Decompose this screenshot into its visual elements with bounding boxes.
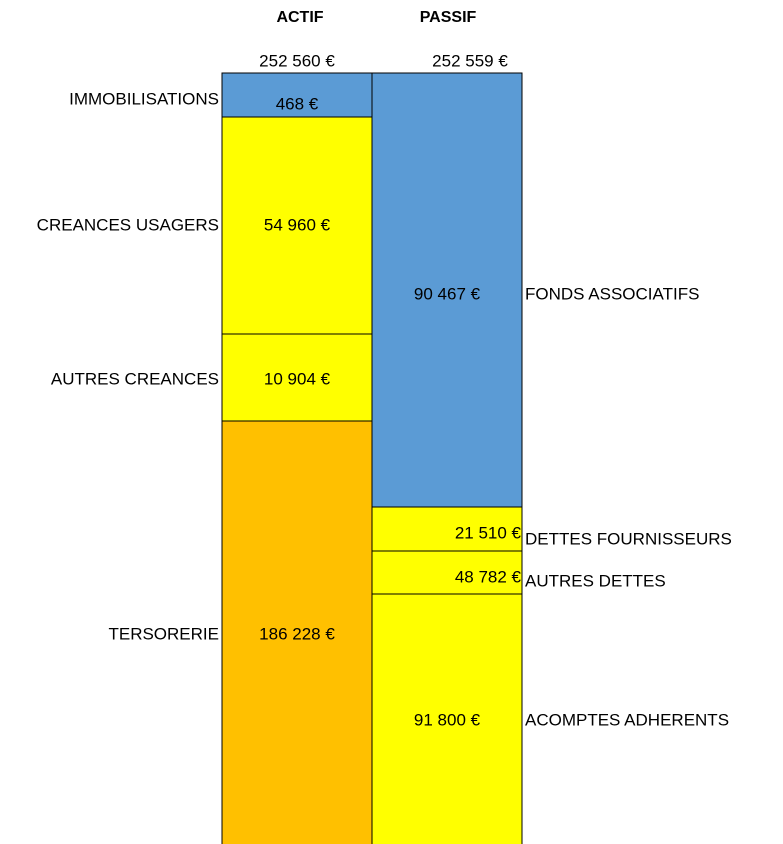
label: IMMOBILISATIONS [69, 89, 219, 108]
value: 21 510 € [455, 523, 522, 542]
box-tresorerie [221, 420, 373, 844]
box-immobilisations [221, 72, 373, 118]
box-dettes-fournisseurs [371, 506, 523, 552]
value: 54 960 € [264, 215, 331, 234]
box-fonds-associatifs [371, 72, 523, 508]
header-actif: ACTIF [276, 9, 323, 26]
label: FONDS ASSOCIATIFS [525, 284, 699, 303]
label: AUTRES CREANCES [51, 369, 219, 388]
total-passif: 252 559 € [432, 51, 508, 70]
value: 91 800 € [414, 710, 481, 729]
label: TERSORERIE [108, 624, 219, 643]
box-autres-dettes [371, 550, 523, 595]
value: 10 904 € [264, 369, 331, 388]
value: 186 228 € [259, 624, 335, 643]
box-autres-creances [221, 333, 373, 422]
label: AUTRES DETTES [525, 571, 666, 590]
box-acomptes-adherents [371, 593, 523, 844]
label: DETTES FOURNISSEURS [525, 529, 732, 548]
label: ACOMPTES ADHERENTS [525, 710, 729, 729]
value: 468 € [276, 94, 319, 113]
value: 90 467 € [414, 284, 481, 303]
label: CREANCES USAGERS [37, 215, 219, 234]
box-creances-usagers [221, 116, 373, 335]
header-passif: PASSIF [420, 9, 477, 26]
value: 48 782 € [455, 567, 522, 586]
total-actif: 252 560 € [259, 51, 335, 70]
